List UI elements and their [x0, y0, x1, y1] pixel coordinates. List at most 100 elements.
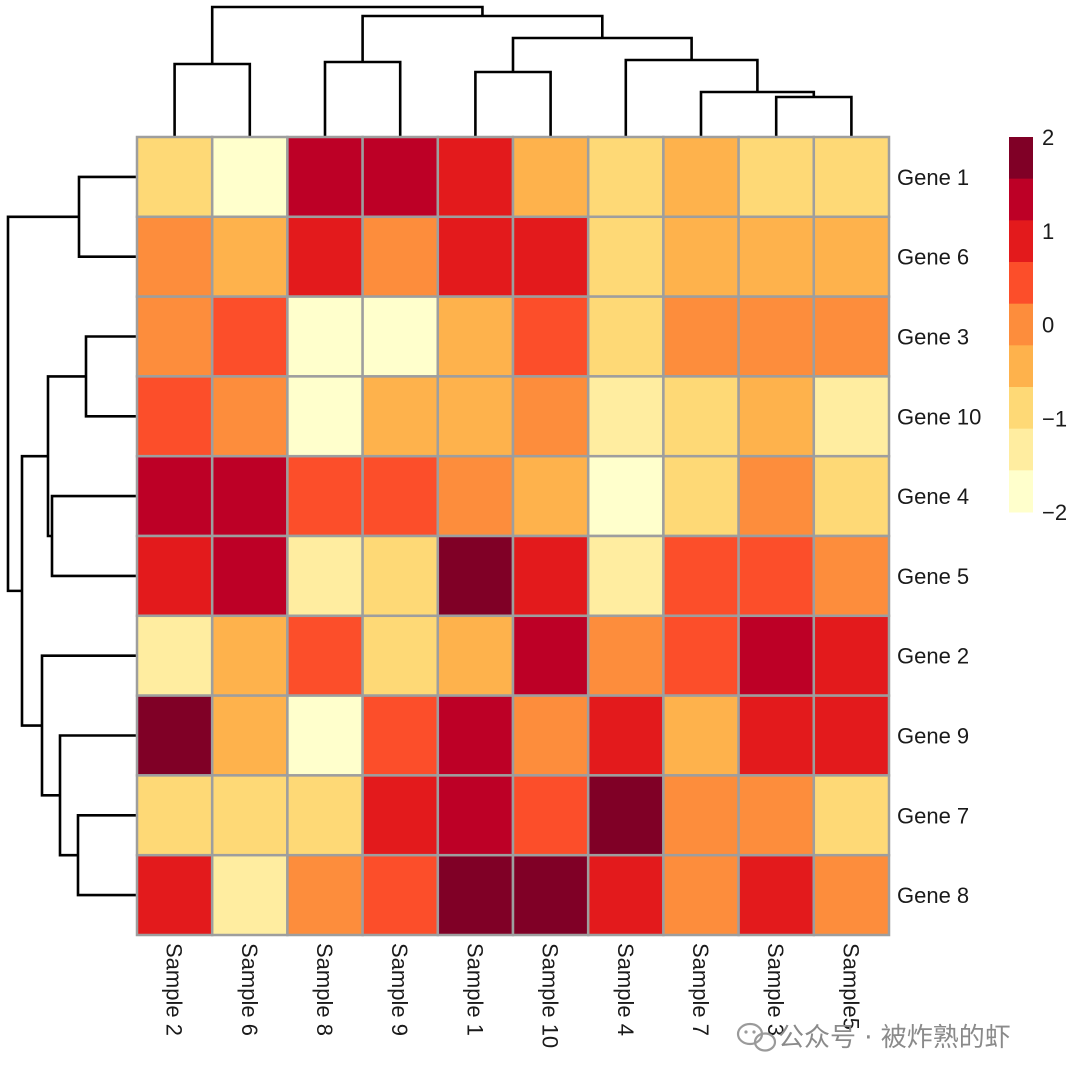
heatmap-cell	[737, 694, 816, 777]
heatmap-cell	[586, 135, 665, 219]
heatmap-cells	[135, 135, 891, 937]
heatmap-cell	[361, 135, 440, 219]
wechat-icon	[736, 1022, 777, 1052]
heatmap-cell	[511, 135, 590, 219]
heatmap-cell	[436, 853, 515, 937]
heatmap-cell	[361, 853, 440, 937]
heatmap-cell	[586, 215, 665, 298]
heatmap-cell	[210, 375, 289, 458]
heatmap-cell	[662, 853, 740, 937]
heatmap-cell	[361, 534, 440, 618]
heatmap-cell	[586, 534, 665, 618]
row-label: Gene 5	[897, 564, 969, 589]
column-dendrogram-branch	[624, 58, 759, 137]
heatmap-cell	[361, 614, 440, 697]
heatmap-cell	[586, 295, 665, 378]
row-label: Gene 8	[897, 883, 969, 908]
column-dendrogram-branch	[210, 5, 484, 64]
row-dendrogram-branch	[40, 654, 137, 797]
legend-swatch	[1009, 262, 1033, 305]
heatmap-cell	[662, 694, 740, 777]
heatmap-cell	[812, 135, 891, 219]
legend-swatch	[1009, 303, 1033, 346]
heatmap-cell	[812, 774, 891, 857]
column-label: Sample 6	[237, 943, 262, 1036]
row-label: Gene 7	[897, 803, 969, 828]
column-dendrogram-branch	[173, 62, 252, 137]
heatmap-cell	[511, 375, 590, 458]
row-label: Gene 2	[897, 644, 969, 669]
heatmap-cell	[210, 774, 289, 857]
heatmap-cell	[436, 454, 515, 538]
heatmap-cell	[812, 295, 891, 378]
column-dendrogram-branch	[774, 95, 853, 137]
heatmap-cell	[662, 454, 740, 538]
heatmap-cell	[135, 375, 214, 458]
heatmap-cell	[135, 853, 214, 937]
heatmap-cell	[210, 295, 289, 378]
heatmap-cell	[210, 215, 289, 298]
heatmap-cell	[511, 694, 590, 777]
row-dendrogram-branch	[76, 813, 137, 897]
watermark-text: 公众号 · 被炸熟的虾	[778, 1023, 1011, 1053]
heatmap-cell	[361, 295, 440, 378]
legend-tick-label: 2	[1042, 125, 1054, 150]
heatmap-cell	[436, 774, 515, 857]
heatmap-cell	[662, 774, 740, 857]
heatmap-cell	[511, 295, 590, 378]
column-dendrogram-branch	[699, 90, 816, 137]
heatmap-cell	[812, 534, 891, 618]
column-label: Sample5	[838, 943, 863, 1030]
heatmap-cell	[511, 853, 590, 937]
heatmap-cell	[586, 774, 665, 857]
heatmap-cell	[812, 375, 891, 458]
heatmap-cell	[286, 375, 364, 458]
heatmap-cell	[135, 614, 214, 697]
color-legend: 2 1 0 −1 −2	[1009, 125, 1067, 525]
heatmap-cell	[511, 534, 590, 618]
heatmap-cell	[135, 215, 214, 298]
legend-swatch	[1009, 137, 1033, 180]
column-dendrogram	[173, 5, 853, 137]
heatmap-cell	[361, 375, 440, 458]
heatmap-cell	[586, 614, 665, 697]
heatmap-cell	[210, 534, 289, 618]
heatmap-cell	[812, 454, 891, 538]
heatmap-cell	[737, 774, 816, 857]
heatmap-cell	[737, 614, 816, 697]
column-label: Sample 3	[763, 943, 788, 1036]
heatmap-cell	[662, 215, 740, 298]
heatmap-cell	[286, 135, 364, 219]
heatmap-cell	[737, 454, 816, 538]
heatmap-cell	[210, 614, 289, 697]
heatmap-cell	[135, 774, 214, 857]
row-labels: Gene 1 Gene 6 Gene 3 Gene 10 Gene 4 Gene 5 Gen…	[897, 165, 981, 908]
row-dendrogram-branch	[50, 494, 137, 578]
row-dendrogram-branch	[6, 215, 79, 593]
heatmap-cell	[436, 215, 515, 298]
row-dendrogram-branch	[84, 335, 137, 418]
heatmap-cell	[737, 853, 816, 937]
heatmap-cell	[210, 853, 289, 937]
heatmap-cell	[737, 375, 816, 458]
legend-swatch	[1009, 470, 1033, 513]
row-label: Gene 6	[897, 245, 969, 270]
heatmap-cell	[210, 135, 289, 219]
heatmap-cell	[737, 295, 816, 378]
heatmap-cell	[511, 454, 590, 538]
heatmap-cell	[737, 215, 816, 298]
heatmap-cell	[361, 215, 440, 298]
heatmap-cell	[586, 853, 665, 937]
heatmap-cell	[737, 135, 816, 219]
column-labels: Sample 2 Sample 6 Sample 8 Sample 9 Sample 1…	[162, 943, 864, 1048]
row-label: Gene 4	[897, 484, 969, 509]
heatmap-cell	[511, 215, 590, 298]
heatmap-cell	[436, 295, 515, 378]
heatmap-cell	[135, 135, 214, 219]
column-label: Sample 2	[162, 943, 187, 1036]
column-label: Sample 7	[688, 943, 713, 1036]
heatmap-cell	[135, 295, 214, 378]
heatmap-cell	[286, 295, 364, 378]
column-label: Sample 8	[312, 943, 337, 1036]
